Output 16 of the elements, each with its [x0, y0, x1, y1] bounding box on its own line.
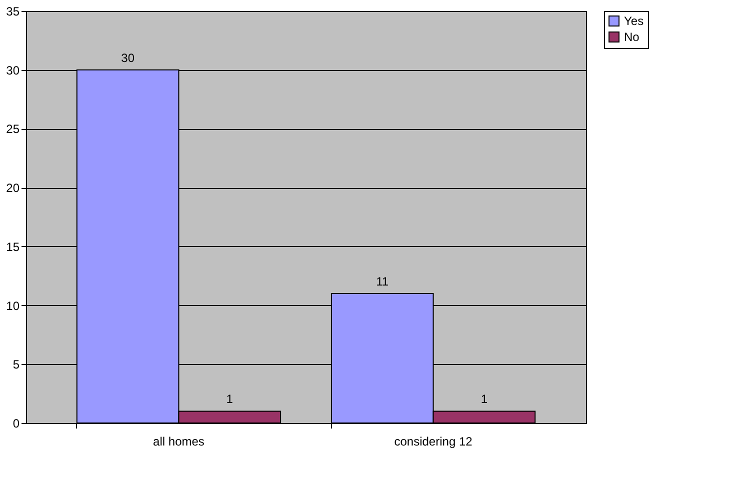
y-tick-label: 25 [6, 122, 20, 136]
y-tick-label: 10 [6, 298, 20, 313]
y-tick-label: 30 [6, 63, 20, 78]
y-tick-label: 20 [6, 181, 20, 196]
data-label: 1 [480, 392, 488, 406]
data-label: 30 [121, 50, 135, 65]
y-tick-label: 0 [12, 416, 20, 430]
y-tick-label: 15 [6, 240, 20, 254]
x-tick-label: considering 12 [394, 434, 473, 448]
data-label: 11 [376, 274, 389, 289]
y-tick-label: 35 [6, 4, 20, 18]
data-label: 1 [226, 392, 234, 406]
x-tick-label: all homes [153, 434, 204, 448]
legend-label: Yes [624, 14, 644, 28]
legend-label: No [624, 30, 640, 44]
y-tick-label: 5 [12, 358, 20, 372]
